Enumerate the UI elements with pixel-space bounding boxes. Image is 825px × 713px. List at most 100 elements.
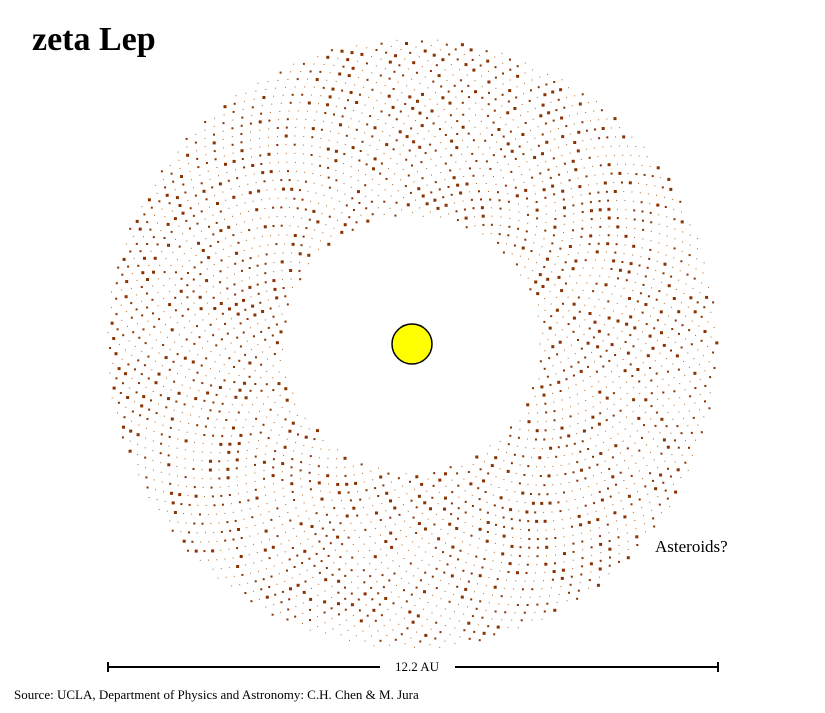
asteroid <box>363 592 367 596</box>
asteroid <box>450 154 453 157</box>
asteroid <box>489 445 491 447</box>
asteroid <box>315 192 317 194</box>
asteroid <box>607 449 609 451</box>
asteroid <box>174 341 176 343</box>
asteroid <box>210 486 213 489</box>
asteroid <box>212 296 215 299</box>
asteroid <box>173 217 177 221</box>
asteroid <box>515 263 518 266</box>
asteroid <box>225 199 227 201</box>
asteroid <box>424 633 428 637</box>
asteroid <box>347 491 350 494</box>
asteroid <box>254 580 257 583</box>
asteroid <box>544 196 547 199</box>
asteroid <box>661 281 663 283</box>
asteroid <box>280 206 283 209</box>
asteroid <box>653 327 656 330</box>
asteroid <box>134 368 136 371</box>
asteroid <box>596 583 600 587</box>
asteroid <box>490 484 492 485</box>
asteroid <box>377 119 379 120</box>
asteroid <box>642 515 644 517</box>
asteroid <box>581 211 584 213</box>
asteroid <box>552 465 554 467</box>
asteroid <box>163 271 166 274</box>
asteroid <box>574 499 576 500</box>
asteroid <box>353 474 355 476</box>
asteroid <box>234 273 235 275</box>
asteroid <box>136 433 140 437</box>
asteroid <box>117 412 118 414</box>
asteroid <box>357 575 359 577</box>
asteroid <box>617 433 619 435</box>
asteroid <box>590 538 592 540</box>
asteroid <box>344 597 347 600</box>
asteroid <box>390 45 392 47</box>
asteroid <box>511 481 513 483</box>
asteroid <box>551 184 555 188</box>
asteroid <box>599 576 600 578</box>
asteroid <box>198 336 201 339</box>
asteroid <box>702 272 704 274</box>
asteroid <box>194 441 195 443</box>
asteroid <box>383 625 385 627</box>
asteroid <box>264 272 267 275</box>
asteroid <box>616 337 618 339</box>
asteroid <box>444 179 446 181</box>
asteroid <box>596 463 599 466</box>
asteroid <box>245 483 247 485</box>
asteroid <box>527 213 529 216</box>
asteroid <box>691 454 693 456</box>
asteroid <box>561 399 563 401</box>
asteroid <box>587 184 589 186</box>
asteroid <box>481 96 484 99</box>
asteroid <box>153 256 157 260</box>
asteroid <box>290 187 294 191</box>
asteroid <box>571 525 573 528</box>
asteroid <box>177 521 179 523</box>
asteroid <box>311 496 313 498</box>
asteroid <box>544 402 547 405</box>
asteroid <box>209 409 212 412</box>
asteroid <box>650 418 652 420</box>
asteroid <box>516 86 518 88</box>
asteroid <box>186 240 188 242</box>
asteroid <box>292 286 293 288</box>
asteroid <box>193 450 195 452</box>
asteroid <box>613 190 617 193</box>
asteroid <box>402 504 404 506</box>
asteroid <box>469 191 471 193</box>
asteroid <box>626 416 627 418</box>
asteroid <box>178 429 180 431</box>
asteroid <box>545 420 547 422</box>
asteroid <box>187 549 189 552</box>
asteroid <box>563 215 566 218</box>
asteroid <box>218 386 222 389</box>
asteroid <box>579 275 581 277</box>
asteroid <box>232 215 233 217</box>
asteroid <box>528 258 529 260</box>
asteroid <box>538 493 541 496</box>
asteroid <box>518 519 521 522</box>
asteroid <box>314 533 317 536</box>
asteroid <box>430 109 434 113</box>
asteroid <box>453 84 456 87</box>
asteroid <box>649 203 651 204</box>
asteroid <box>618 268 622 272</box>
asteroid <box>293 63 295 65</box>
asteroid <box>176 466 178 467</box>
asteroid <box>553 225 557 229</box>
asteroid <box>209 206 210 208</box>
asteroid <box>173 511 177 514</box>
asteroid <box>611 370 612 372</box>
asteroid <box>451 479 453 481</box>
asteroid <box>324 112 327 114</box>
asteroid <box>282 94 284 96</box>
asteroid <box>273 604 275 606</box>
asteroid <box>694 402 696 404</box>
asteroid <box>168 303 172 307</box>
asteroid <box>455 146 459 150</box>
asteroid <box>257 82 259 84</box>
asteroid <box>391 105 395 109</box>
asteroid <box>500 216 502 218</box>
